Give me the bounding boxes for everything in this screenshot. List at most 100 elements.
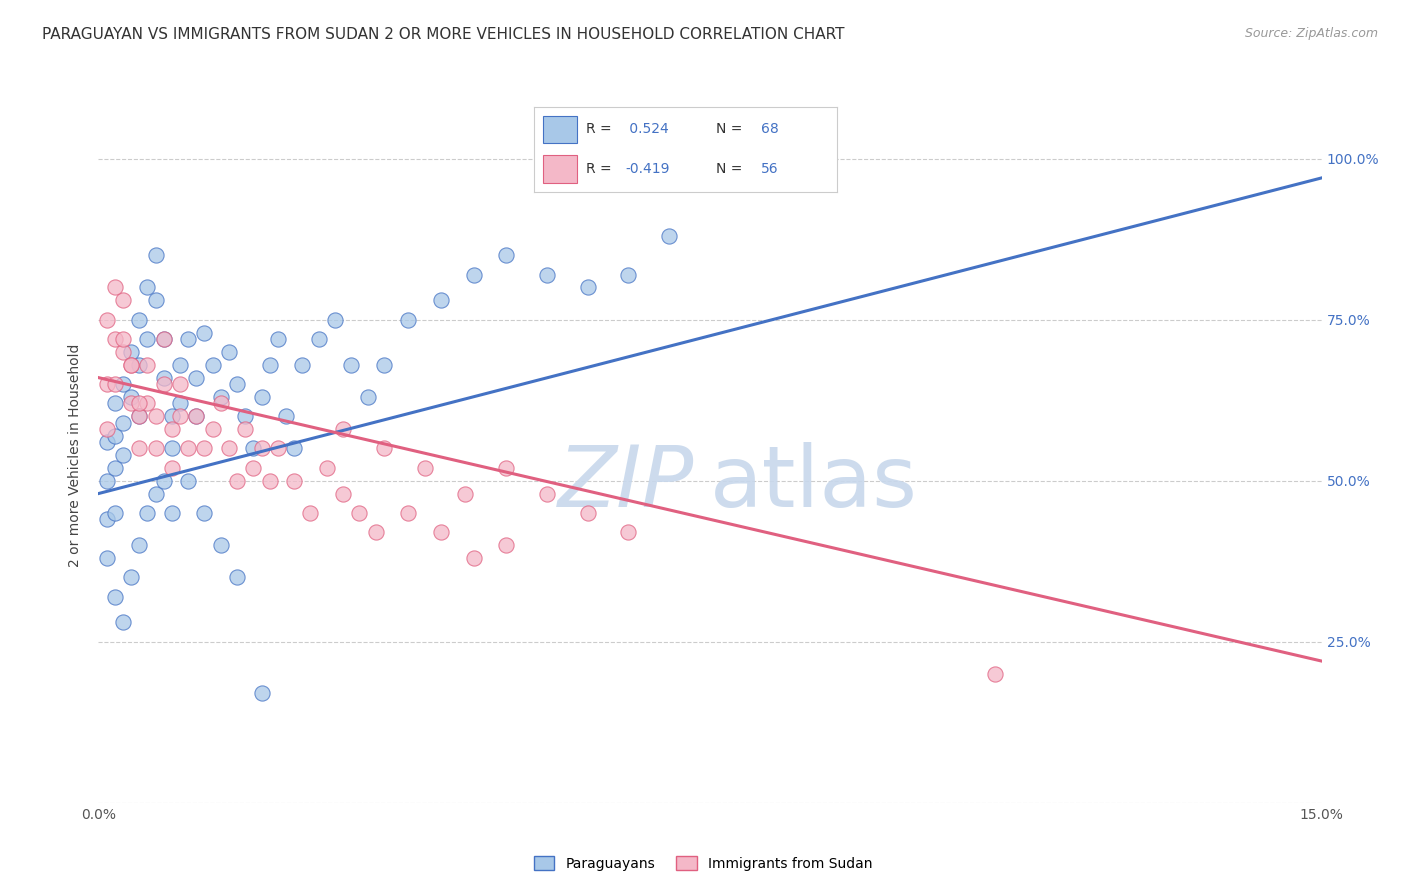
Point [267, 442, 290, 456]
Point [111, 416, 134, 430]
Point [111, 344, 134, 359]
Point [396, 506, 419, 520]
Point [136, 332, 159, 346]
Point [152, 474, 174, 488]
Point [136, 506, 159, 520]
Point [373, 358, 395, 372]
Point [169, 409, 191, 424]
Point [104, 428, 127, 442]
Point [209, 390, 232, 404]
Point [332, 486, 354, 500]
Point [242, 442, 264, 456]
Bar [543, 155, 576, 183]
Point [96, 551, 118, 566]
Point [128, 409, 150, 424]
Point [96, 312, 118, 326]
Point [364, 525, 387, 540]
Point [111, 615, 134, 630]
Point [104, 506, 127, 520]
Point [267, 332, 290, 346]
Point [169, 396, 191, 410]
Point [308, 332, 330, 346]
Point [160, 422, 183, 436]
Text: N =: N = [716, 122, 747, 136]
Point [283, 442, 305, 456]
Point [984, 667, 1007, 681]
Point [658, 228, 681, 243]
Point [617, 268, 640, 282]
Point [250, 442, 273, 456]
Y-axis label: 2 or more Vehicles in Household: 2 or more Vehicles in Household [69, 343, 83, 566]
Point [226, 570, 249, 584]
Point [104, 460, 127, 475]
Point [193, 326, 215, 340]
Point [152, 377, 174, 392]
Point [136, 358, 159, 372]
Point [136, 396, 159, 410]
Point [209, 538, 232, 552]
Point [120, 570, 142, 584]
Point [104, 396, 127, 410]
Point [111, 332, 134, 346]
Point [152, 370, 174, 384]
Point [128, 358, 150, 372]
Point [209, 396, 232, 410]
Point [160, 409, 183, 424]
Point [96, 422, 118, 436]
Point [495, 248, 517, 262]
Point [120, 358, 142, 372]
Point [201, 422, 224, 436]
Point [169, 377, 191, 392]
Point [152, 332, 174, 346]
Point [145, 248, 167, 262]
Point [373, 442, 395, 456]
Text: 0.524: 0.524 [624, 122, 669, 136]
Point [283, 474, 305, 488]
Text: 68: 68 [761, 122, 779, 136]
Point [169, 358, 191, 372]
Text: 56: 56 [761, 162, 779, 177]
Point [463, 551, 485, 566]
Point [226, 474, 249, 488]
Point [128, 409, 150, 424]
Point [120, 344, 142, 359]
Point [193, 506, 215, 520]
Point [233, 422, 256, 436]
Point [145, 409, 167, 424]
Point [96, 435, 118, 450]
Point [145, 442, 167, 456]
Point [332, 422, 354, 436]
Point [111, 377, 134, 392]
Point [259, 474, 281, 488]
Point [250, 686, 273, 700]
Point [193, 442, 215, 456]
Point [291, 358, 314, 372]
Point [274, 409, 297, 424]
Text: ZIP: ZIP [557, 442, 693, 525]
Point [111, 293, 134, 308]
Point [186, 409, 208, 424]
Point [186, 409, 208, 424]
Text: atlas: atlas [710, 442, 918, 525]
Point [536, 486, 558, 500]
Point [576, 506, 599, 520]
Point [96, 512, 118, 526]
Point [454, 486, 477, 500]
Point [145, 486, 167, 500]
Point [430, 293, 453, 308]
Point [160, 506, 183, 520]
Point [463, 268, 485, 282]
Point [396, 312, 419, 326]
Point [315, 460, 337, 475]
Text: R =: R = [586, 122, 616, 136]
Point [177, 442, 200, 456]
Point [120, 396, 142, 410]
Point [128, 538, 150, 552]
Point [233, 409, 256, 424]
Point [104, 332, 127, 346]
Text: N =: N = [716, 162, 747, 177]
Text: -0.419: -0.419 [624, 162, 669, 177]
Point [576, 280, 599, 294]
Point [349, 506, 371, 520]
Point [340, 358, 363, 372]
